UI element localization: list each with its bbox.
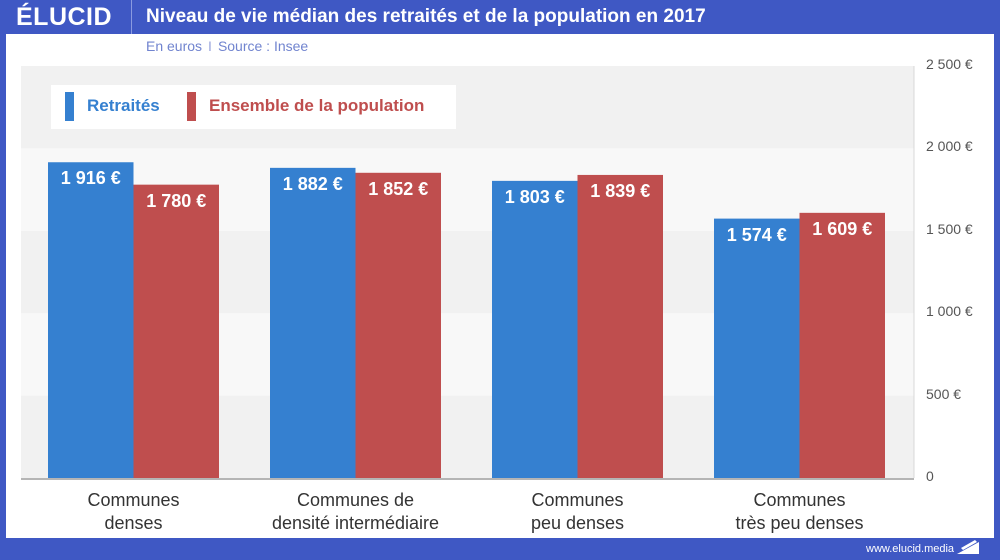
x-category-label-line: Communes	[753, 490, 846, 510]
y-tick-label: 2 000 €	[926, 138, 973, 155]
y-tick-label: 0	[926, 468, 934, 484]
x-category-label-line: peu denses	[530, 513, 625, 533]
chart-subtitle: En euros I Source : Insee	[146, 38, 308, 54]
x-category-label-line: Communes de	[296, 490, 415, 510]
header-divider	[131, 0, 132, 34]
bar-value-label: 1 609 €	[812, 218, 873, 239]
x-category-label: Communes très peu denses	[685, 489, 915, 535]
x-category-label-line: très peu denses	[735, 513, 864, 533]
chart-title: Niveau de vie médian des retraités et de…	[146, 6, 706, 27]
bar-value-label: 1 803 €	[504, 186, 565, 207]
elucid-logo: ÉLUCID	[16, 3, 113, 31]
footer-url: www.elucid.media	[866, 543, 955, 555]
bar-retraites	[270, 167, 356, 478]
bar-ensemble	[355, 172, 441, 478]
bar-value-label: 1 852 €	[368, 178, 429, 199]
bar-value-label: 1 882 €	[282, 173, 343, 194]
chart-legend: Retraités Ensemble de la population	[51, 85, 456, 129]
legend-label-ensemble: Ensemble de la population	[209, 96, 425, 115]
bar-ensemble	[133, 184, 219, 478]
bar-ensemble	[799, 212, 885, 479]
x-category-label: Communes de densité intermédiaire	[241, 489, 471, 535]
x-category-label-line: denses	[104, 513, 163, 533]
bar-value-label: 1 780 €	[146, 190, 207, 211]
bar-ensemble	[577, 174, 663, 478]
elucid-arrow-icon	[957, 540, 979, 554]
bar-retraites	[492, 180, 578, 478]
bar-value-label: 1 574 €	[726, 224, 787, 245]
subtitle-separator: I	[208, 38, 212, 54]
legend-swatch-ensemble	[187, 92, 196, 121]
x-category-label-line: Communes	[531, 490, 624, 510]
legend-label-retraites: Retraités	[87, 96, 160, 115]
bar-retraites	[714, 218, 800, 478]
x-category-label: Communes peu denses	[463, 489, 693, 535]
bar-value-label: 1 916 €	[60, 168, 121, 189]
x-category-label-line: densité intermédiaire	[271, 513, 440, 533]
x-category-label-line: Communes	[87, 490, 180, 510]
legend-swatch-retraites	[65, 92, 74, 121]
source-label: Source : Insee	[217, 38, 309, 54]
y-tick-label: 1 000 €	[926, 303, 973, 320]
x-category-label: Communes denses	[19, 489, 249, 535]
header-bar: ÉLUCID Niveau de vie médian des retraité…	[0, 0, 1000, 34]
unit-label: En euros	[146, 38, 203, 54]
y-tick-label: 500 €	[926, 385, 962, 402]
y-tick-label: 1 500 €	[926, 220, 973, 237]
y-tick-label: 2 500 €	[926, 56, 973, 72]
bar-retraites	[48, 162, 134, 478]
bar-value-label: 1 839 €	[590, 180, 651, 201]
